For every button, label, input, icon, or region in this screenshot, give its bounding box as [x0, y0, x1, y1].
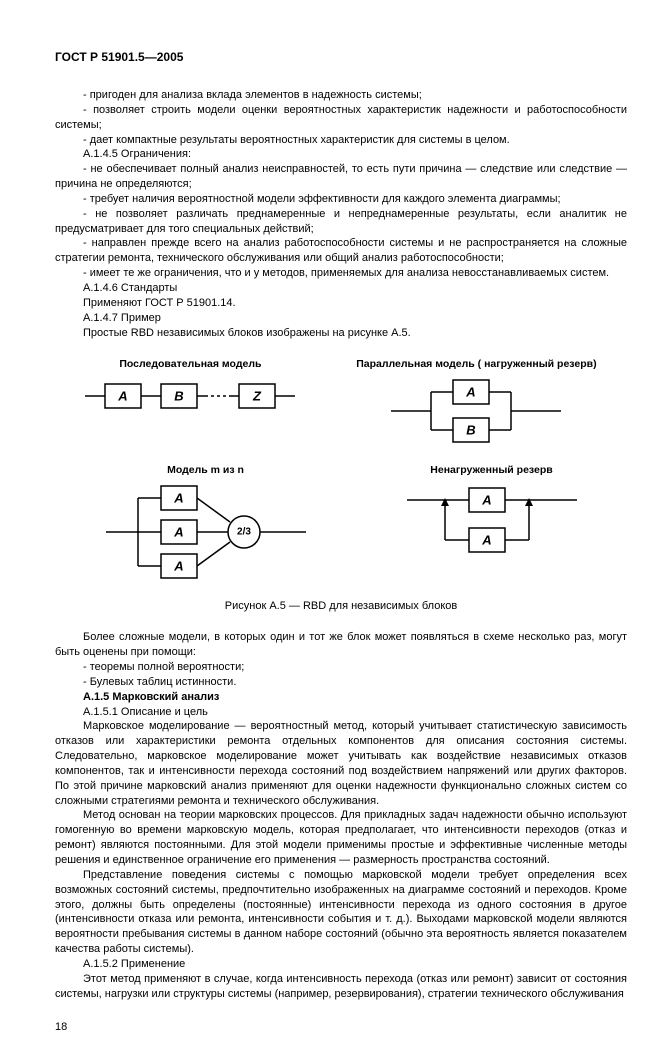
text-line: - направлен прежде всего на анализ работ…	[55, 236, 627, 266]
diagram-svg: A B Z	[85, 376, 295, 416]
svg-text:B: B	[175, 389, 184, 404]
svg-text:Z: Z	[252, 389, 262, 404]
text-line: - не обеспечивает полный анализ неисправ…	[55, 162, 627, 192]
diagram-svg: A B	[391, 376, 561, 446]
svg-text:A: A	[481, 493, 491, 508]
svg-text:A: A	[173, 525, 183, 540]
diagram-sequential: Последовательная модель A B Z	[85, 358, 295, 416]
diagram-parallel: Параллельная модель ( нагруженный резерв…	[356, 358, 596, 446]
text-line: А.1.5.1 Описание и цель	[55, 705, 627, 720]
text-paragraph: Метод основан на теории марковских проце…	[55, 808, 627, 867]
figure-caption: Рисунок А.5 — RBD для независимых блоков	[55, 600, 627, 612]
diagram-title: Параллельная модель ( нагруженный резерв…	[356, 358, 596, 370]
svg-text:A: A	[173, 491, 183, 506]
text-line: - имеет те же ограничения, что и у метод…	[55, 266, 627, 281]
diagram-svg: A A	[407, 482, 577, 562]
diagram-m-of-n: Модель m из n A A A	[106, 464, 306, 582]
svg-text:A: A	[118, 389, 128, 404]
figure-row: Модель m из n A A A	[55, 464, 627, 582]
svg-text:B: B	[467, 423, 476, 438]
text-line: - требует наличия вероятностной модели э…	[55, 192, 627, 207]
figures-block: Последовательная модель A B Z	[55, 358, 627, 612]
page-number: 18	[55, 1021, 627, 1033]
text-line: А.1.4.7 Пример	[55, 311, 627, 326]
text-line: Простые RBD независимых блоков изображен…	[55, 326, 627, 341]
text-line: Применяют ГОСТ Р 51901.14.	[55, 296, 627, 311]
svg-text:2/3: 2/3	[237, 527, 251, 538]
text-line: - Булевых таблиц истинности.	[55, 675, 627, 690]
page-root: ГОСТ Р 51901.5—2005 - пригоден для анали…	[0, 0, 662, 1053]
text-line: А.1.5.2 Применение	[55, 957, 627, 972]
text-line: - позволяет строить модели оценки вероят…	[55, 103, 627, 133]
diagram-title: Последовательная модель	[119, 358, 261, 370]
text-line: - не позволяет различать преднамеренные …	[55, 207, 627, 237]
diagram-title: Модель m из n	[167, 464, 244, 476]
svg-text:A: A	[466, 385, 476, 400]
text-paragraph: Представление поведения системы с помощь…	[55, 868, 627, 957]
svg-text:A: A	[481, 533, 491, 548]
text-line: А.1.4.5 Ограничения:	[55, 147, 627, 162]
text-line: - пригоден для анализа вклада элементов …	[55, 88, 627, 103]
svg-text:A: A	[173, 559, 183, 574]
text-paragraph: Более сложные модели, в которых один и т…	[55, 630, 627, 660]
text-line: А.1.4.6 Стандарты	[55, 281, 627, 296]
text-line: - дает компактные результаты вероятностн…	[55, 133, 627, 148]
section-heading: А.1.5 Марковский анализ	[55, 690, 627, 705]
document-header: ГОСТ Р 51901.5—2005	[55, 50, 627, 64]
text-paragraph: Марковское моделирование — вероятностный…	[55, 719, 627, 808]
text-paragraph: Этот метод применяют в случае, когда инт…	[55, 972, 627, 1002]
diagram-standby: Ненагруженный резерв A A	[407, 464, 577, 562]
diagram-svg: A A A 2/3	[106, 482, 306, 582]
text-line: - теоремы полной вероятности;	[55, 660, 627, 675]
figure-row: Последовательная модель A B Z	[55, 358, 627, 446]
diagram-title: Ненагруженный резерв	[430, 464, 552, 476]
